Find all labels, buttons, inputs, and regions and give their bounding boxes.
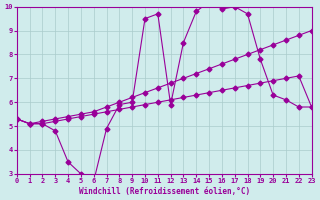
X-axis label: Windchill (Refroidissement éolien,°C): Windchill (Refroidissement éolien,°C) — [79, 187, 250, 196]
